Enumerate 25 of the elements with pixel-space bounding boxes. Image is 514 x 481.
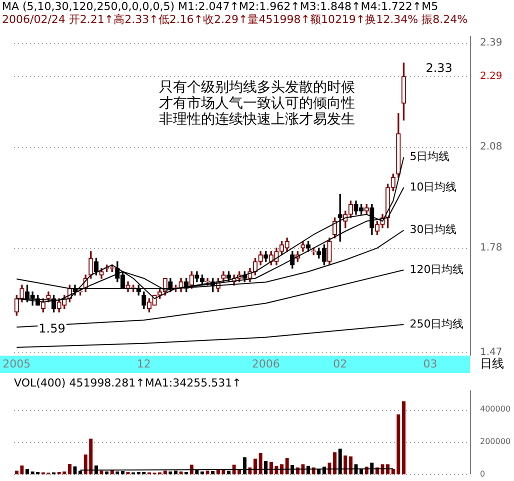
y-tick-label: 2.08 [480,142,502,153]
x-tick-label: 02 [333,357,348,370]
series-label: 10日均线 [410,180,457,194]
chart-subtitle: 2006/02/24 开2.21↑高2.33↑低2.16↑收2.29↑量451998↑额10219↑换12.34% 振8.24% [2,13,469,26]
x-tick-label: 03 [423,357,438,370]
y-tick-label: 1.47 [480,347,502,358]
y-tick-label: 400000 [480,404,511,414]
y-tick-label: 1.78 [480,242,502,254]
annotation: 1.59 [38,322,66,336]
chart-title: VOL(400) 451998.281↑MA1:34255.531↑ [14,376,242,390]
series-label: 30日均线 [410,223,457,236]
series-label: 120日均线 [410,262,464,276]
series-label: 5日均线 [410,150,450,164]
x-tick-label: 2006 [252,357,280,370]
y-tick-label: 2.29 [480,70,502,82]
y-tick-label: 200000 [480,436,511,446]
text: 日线 [480,356,504,371]
y-tick-label: 0 [480,469,486,478]
y-tick-label: 2.39 [480,37,502,48]
x-tick-label: 2005 [2,357,31,370]
series-label: 250日均线 [410,317,464,330]
annotation: 2.33 [426,61,452,76]
chart-title: MA (5,10,30,120,250,0,0,0,0,5) M1:2.047↑M2:1.962↑M3:1.848↑M4:1.722↑M5 [2,0,440,13]
x-tick-label: 12 [136,357,151,370]
annotation: 只有个级别均线多头发散的时候才有市场人气一致认可的倾向性非理性的连续快速上涨才易发生 [159,80,355,128]
